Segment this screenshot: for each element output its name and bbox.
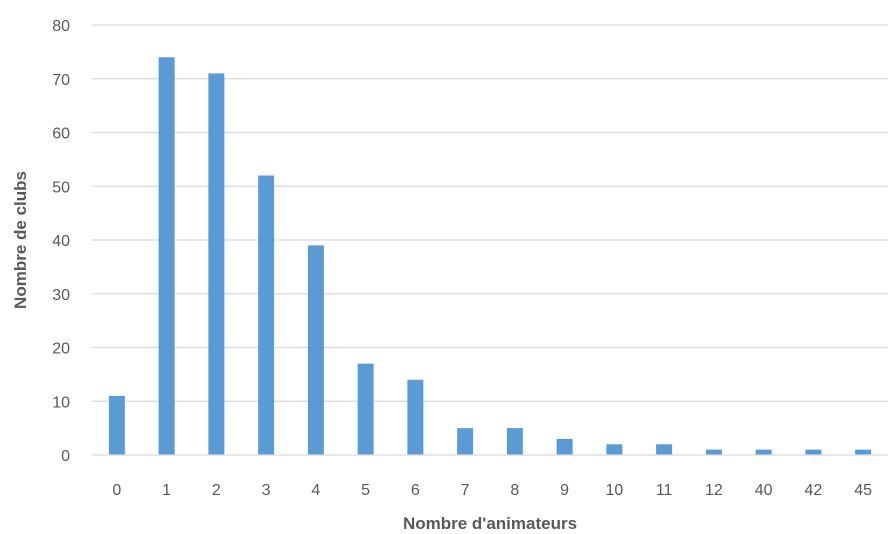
- y-tick-label: 20: [52, 341, 70, 358]
- x-tick-label: 1: [162, 482, 171, 499]
- x-axis-ticks: 0 1 2 3 4 5 6 7 8 9 10 11 12 40 42 45: [112, 482, 872, 499]
- y-tick-label: 40: [52, 233, 70, 250]
- x-tick-label: 6: [411, 482, 420, 499]
- x-tick-label: 0: [112, 482, 121, 499]
- bar: [805, 449, 822, 455]
- bar: [457, 428, 474, 455]
- x-tick-label: 45: [854, 482, 872, 499]
- bar: [307, 245, 324, 455]
- bar: [108, 395, 125, 455]
- bar: [755, 449, 772, 455]
- x-tick-label: 12: [705, 482, 723, 499]
- y-axis-title: Nombre de clubs: [11, 171, 30, 309]
- bar: [407, 379, 424, 455]
- x-tick-label: 3: [262, 482, 271, 499]
- y-tick-label: 80: [52, 18, 70, 35]
- x-tick-label: 11: [656, 482, 673, 499]
- gridlines: [92, 24, 888, 402]
- y-tick-label: 10: [52, 394, 70, 411]
- x-tick-label: 42: [804, 482, 822, 499]
- bar: [208, 73, 225, 455]
- bar: [258, 175, 275, 455]
- x-axis-title: Nombre d'animateurs: [403, 514, 577, 533]
- bar: [606, 444, 623, 455]
- x-tick-label: 2: [212, 482, 221, 499]
- x-tick-label: 7: [461, 482, 470, 499]
- y-tick-label: 50: [52, 179, 70, 196]
- bar: [357, 363, 374, 455]
- y-axis-ticks: 0 10 20 30 40 50 60 70 80: [52, 18, 70, 465]
- bars: [108, 57, 872, 455]
- bar: [705, 449, 722, 455]
- bar: [158, 57, 175, 455]
- bar: [556, 438, 573, 455]
- y-tick-label: 0: [61, 448, 70, 465]
- x-tick-label: 5: [361, 482, 370, 499]
- bar: [506, 428, 523, 455]
- bar: [855, 449, 872, 455]
- y-tick-label: 70: [52, 72, 70, 89]
- y-tick-label: 60: [52, 126, 70, 143]
- x-tick-label: 8: [510, 482, 519, 499]
- bar: [656, 444, 673, 455]
- y-tick-label: 30: [52, 287, 70, 304]
- x-tick-label: 4: [311, 482, 320, 499]
- x-tick-label: 9: [560, 482, 569, 499]
- x-tick-label: 10: [605, 482, 623, 499]
- x-tick-label: 40: [755, 482, 773, 499]
